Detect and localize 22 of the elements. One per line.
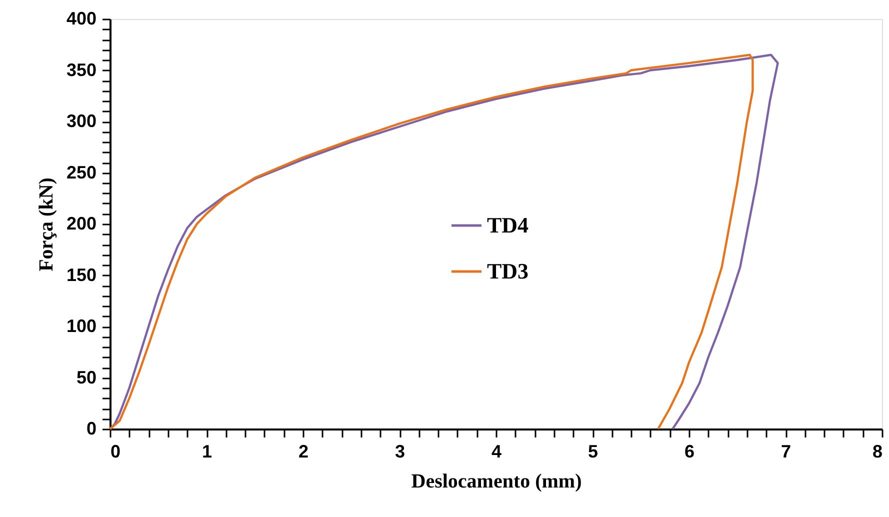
x-tick-label: 5 [588, 442, 598, 462]
y-axis-title: Força (kN) [35, 178, 58, 272]
x-tick-label: 1 [202, 442, 212, 462]
y-tick-label: 50 [76, 367, 96, 388]
x-tick-label: 2 [298, 442, 309, 462]
x-tick-label: 0 [110, 442, 121, 462]
y-tick-label: 150 [66, 264, 96, 285]
legend-label: TD4 [487, 212, 529, 238]
y-tick-label: 0 [86, 418, 96, 438]
y-tick-label: 350 [66, 60, 96, 80]
x-axis-title: Deslocamento (mm) [411, 470, 582, 492]
legend-label: TD3 [487, 258, 529, 284]
y-tick-label: 200 [66, 214, 96, 234]
x-tick-label: 8 [872, 442, 882, 462]
x-tick-label: 4 [491, 442, 502, 462]
x-tick-label: 7 [780, 442, 792, 462]
y-tick-label: 100 [66, 316, 96, 336]
y-tick-label: 250 [66, 162, 96, 182]
y-tick-label: 400 [66, 8, 96, 28]
x-tick-label: 3 [394, 442, 406, 462]
y-tick-label: 300 [66, 111, 96, 131]
x-tick-label: 6 [684, 442, 695, 462]
